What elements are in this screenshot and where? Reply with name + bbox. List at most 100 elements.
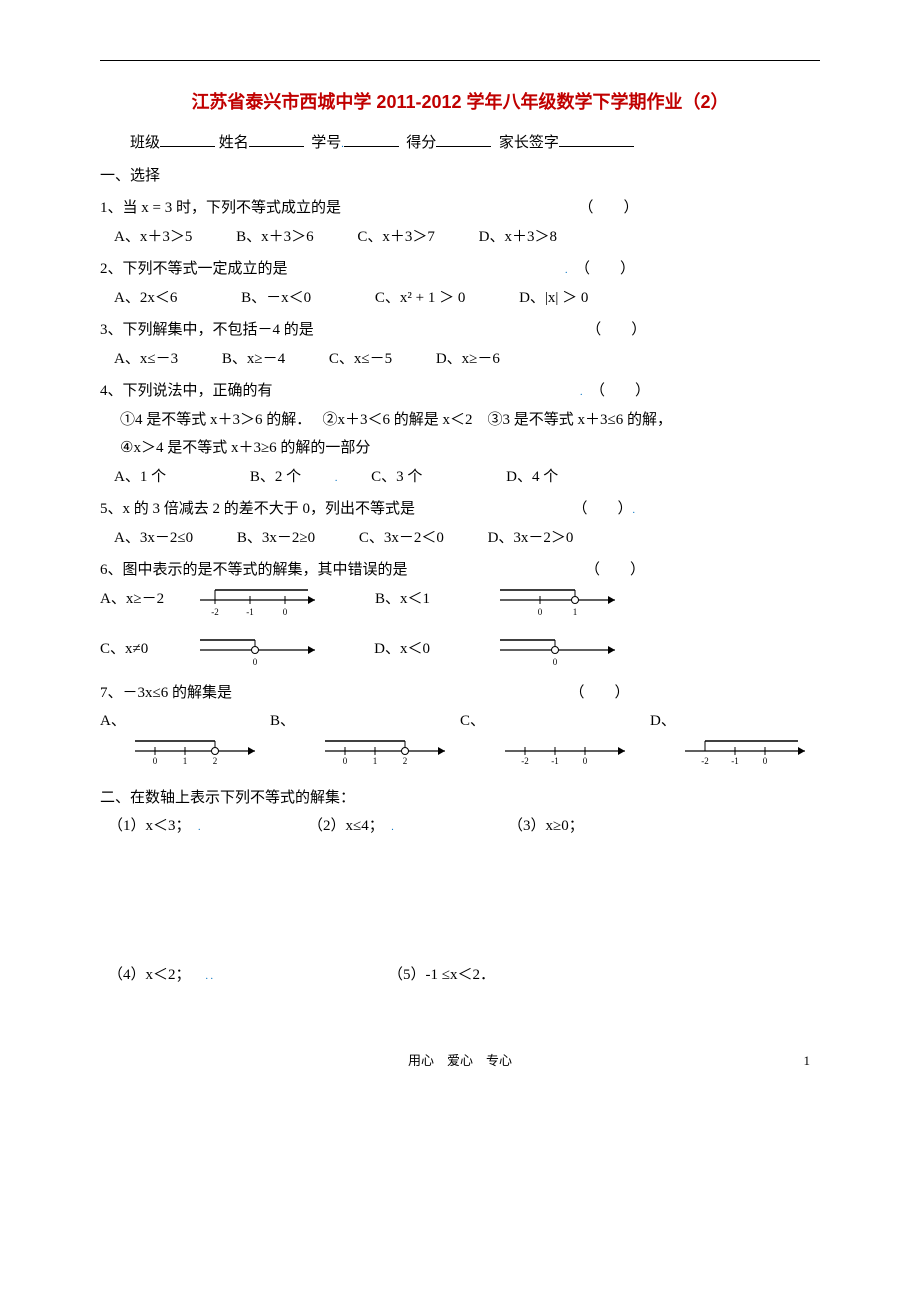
- q6-paren: （ ）: [585, 556, 645, 585]
- question-6: 6、图中表示的是不等式的解集，其中错误的是 （ ）: [100, 556, 820, 585]
- q3-paren: （ ）: [586, 316, 646, 345]
- q4-opt-d: D、4 个: [506, 463, 558, 492]
- q5-opt-a: A、3x－2≤0: [114, 524, 193, 553]
- q3-opt-a: A、x≤－3: [114, 345, 178, 374]
- q4-s1: ①4 是不等式 x＋3＞6 的解．: [120, 412, 311, 428]
- q5-options: A、3x－2≤0 B、3x－2≥0 C、3x－2＜0 D、3x－2＞0: [114, 524, 820, 553]
- q2-opt-a: A、2x＜6: [114, 284, 177, 313]
- p2-4: （4）x＜2；: [108, 967, 191, 983]
- q3-opt-b: B、x≥－4: [222, 345, 285, 374]
- svg-text:-1: -1: [551, 756, 559, 766]
- form-line: 班级 姓名 学号. 得分 家长签字: [130, 129, 820, 158]
- svg-text:0: 0: [553, 657, 558, 667]
- q7-opt-b: B、: [270, 707, 460, 736]
- svg-text:2: 2: [403, 756, 408, 766]
- q2-options: A、2x＜6 B、－x＜0 C、x² + 1 ＞ 0 D、|x| ＞ 0: [114, 284, 820, 313]
- q6-opt-b: B、x＜1: [330, 585, 450, 614]
- q4-paren: （ ）: [590, 377, 650, 406]
- question-3: 3、下列解集中，不包括－4 的是 （ ）: [100, 316, 820, 345]
- label-class: 班级: [130, 135, 160, 151]
- q1-options: A、x＋3＞5 B、x＋3＞6 C、x＋3＞7 D、x＋3＞8: [114, 223, 820, 252]
- number-line-q6a: -2 -1 0: [190, 585, 330, 625]
- svg-text:0: 0: [253, 657, 258, 667]
- label-name: 姓名: [219, 135, 249, 151]
- q5-opt-c: C、3x－2＜0: [359, 524, 444, 553]
- workspace-1: [100, 841, 820, 961]
- q6-opt-a: A、x≥－2: [100, 585, 190, 614]
- svg-text:0: 0: [538, 607, 543, 617]
- page-number: 1: [804, 1049, 811, 1074]
- question-5: 5、x 的 3 倍减去 2 的差不大于 0，列出不等式是 （ ）.: [100, 495, 820, 524]
- q1-paren: （ ）: [578, 194, 638, 223]
- svg-text:1: 1: [373, 756, 378, 766]
- q4-s4: ④x＞4 是不等式 x＋3≥6 的解的一部分: [120, 440, 370, 456]
- q5-paren: （ ）: [573, 495, 633, 524]
- number-line-q7b: 0 1 2: [320, 736, 460, 772]
- q2-opt-d: D、|x| ＞ 0: [519, 284, 588, 313]
- q1-opt-d: D、x＋3＞8: [479, 223, 557, 252]
- q6-row2: C、x≠0 0 D、x＜0 0: [100, 635, 820, 675]
- top-rule: [100, 60, 820, 61]
- svg-text:1: 1: [573, 607, 578, 617]
- q3-opt-d: D、x≥－6: [436, 345, 500, 374]
- blank-class[interactable]: [160, 131, 215, 147]
- blank-parent[interactable]: [559, 131, 634, 147]
- q7-labels: A、 B、 C、 D、: [100, 707, 820, 736]
- page-footer: 用心 爱心 专心 1: [100, 1049, 820, 1074]
- q1-stem: 1、当 x = 3 时，下列不等式成立的是: [100, 200, 341, 216]
- q4-stem: 4、下列说法中，正确的有: [100, 383, 273, 399]
- blank-score[interactable]: [436, 131, 491, 147]
- question-2: 2、下列不等式一定成立的是 . （ ）: [100, 255, 820, 284]
- svg-text:-2: -2: [701, 756, 709, 766]
- number-line-q6d: 0: [490, 635, 630, 675]
- q7-opt-d: D、: [650, 707, 780, 736]
- p2-3: （3）x≥0；: [508, 818, 584, 834]
- q1-opt-a: A、x＋3＞5: [114, 223, 192, 252]
- q4-opt-c: C、3 个: [371, 463, 422, 492]
- q6-row1: A、x≥－2 -2 -1 0 B、x＜1 0 1: [100, 585, 820, 625]
- svg-text:0: 0: [763, 756, 768, 766]
- q2-stem: 2、下列不等式一定成立的是: [100, 261, 288, 277]
- p2-5: （5）-1 ≤x＜2．: [388, 967, 495, 983]
- question-1: 1、当 x = 3 时，下列不等式成立的是 （ ）: [100, 194, 820, 223]
- svg-text:0: 0: [343, 756, 348, 766]
- q7-paren: （ ）: [569, 679, 629, 708]
- question-7: 7、－3x≤6 的解集是 （ ）: [100, 679, 820, 708]
- q2-opt-b: B、－x＜0: [241, 284, 311, 313]
- q1-opt-b: B、x＋3＞6: [236, 223, 314, 252]
- p2-1: （1）x＜3；: [108, 818, 191, 834]
- q7-stem: 7、－3x≤6 的解集是: [100, 685, 232, 701]
- question-4: 4、下列说法中，正确的有 . （ ）: [100, 377, 820, 406]
- q1-opt-c: C、x＋3＞7: [357, 223, 435, 252]
- svg-text:0: 0: [583, 756, 588, 766]
- q7-opt-a: A、: [100, 707, 270, 736]
- q4-statements2: ④x＞4 是不等式 x＋3≥6 的解的一部分: [120, 434, 820, 463]
- number-line-q7d: -2 -1 0: [680, 736, 820, 772]
- q4-opt-b: B、2 个: [250, 463, 301, 492]
- q4-s2: ②x＋3＜6 的解是 x＜2: [323, 412, 473, 428]
- svg-text:0: 0: [153, 756, 158, 766]
- svg-text:-1: -1: [731, 756, 739, 766]
- section-b-heading: 二、在数轴上表示下列不等式的解集：: [100, 784, 820, 813]
- q6-opt-c: C、x≠0: [100, 635, 190, 664]
- number-line-q7a: 0 1 2: [130, 736, 270, 772]
- q3-options: A、x≤－3 B、x≥－4 C、x≤－5 D、x≥－6: [114, 345, 820, 374]
- q4-s3: ③3 是不等式 x＋3≤6 的解，: [488, 412, 672, 428]
- svg-text:2: 2: [213, 756, 218, 766]
- blank-sid[interactable]: [344, 131, 399, 147]
- q4-opt-a: A、1 个: [114, 463, 166, 492]
- q5-opt-d: D、3x－2＞0: [488, 524, 574, 553]
- q5-opt-b: B、3x－2≥0: [237, 524, 315, 553]
- footer-text: 用心 爱心 专心: [408, 1053, 512, 1068]
- svg-text:1: 1: [183, 756, 188, 766]
- blank-name[interactable]: [249, 131, 304, 147]
- label-parent: 家长签字: [499, 135, 559, 151]
- q7-opt-c: C、: [460, 707, 650, 736]
- svg-text:-1: -1: [246, 607, 254, 617]
- q4-options: A、1 个 B、2 个 . C、3 个 D、4 个: [114, 463, 820, 492]
- label-score: 得分: [406, 135, 436, 151]
- number-line-q7c: -2 -1 0: [500, 736, 640, 772]
- q7-lines: 0 1 2 0 1 2 -2 -1 0 -2 -1 0: [100, 736, 820, 772]
- q3-opt-c: C、x≤－5: [329, 345, 392, 374]
- q5-stem: 5、x 的 3 倍减去 2 的差不大于 0，列出不等式是: [100, 501, 415, 517]
